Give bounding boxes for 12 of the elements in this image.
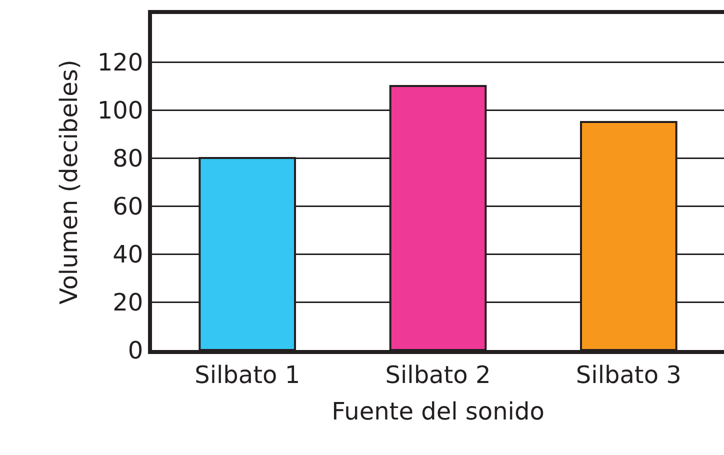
y-tick-label: 20 [112,288,144,316]
y-axis-title: Volumen (decibeles) [54,60,83,304]
y-tick-label: 100 [97,96,144,124]
y-tick-label: 0 [128,336,144,364]
y-tick-label: 120 [97,48,144,76]
y-tick-label: 40 [112,240,144,268]
y-tick-label: 80 [112,144,144,172]
y-tick-label: 60 [112,192,144,220]
x-tick-label: Silbato 2 [385,360,491,389]
x-axis-title: Fuente del sonido [332,398,544,426]
x-tick-label: Silbato 1 [194,360,300,389]
x-tick-label: Silbato 3 [576,360,682,389]
